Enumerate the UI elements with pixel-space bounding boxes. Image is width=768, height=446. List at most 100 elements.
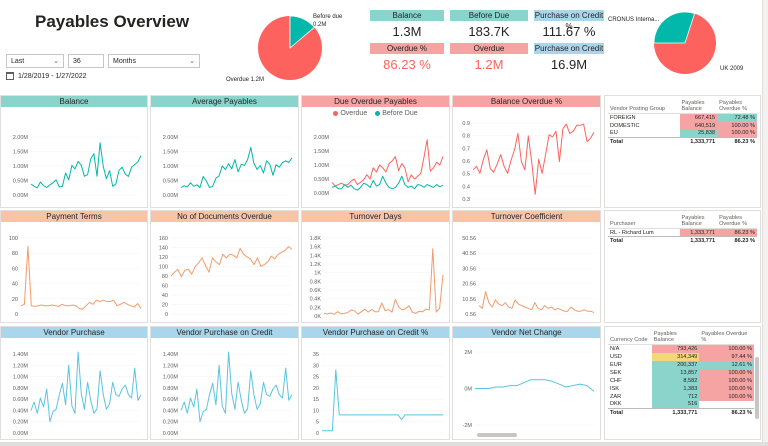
table-row[interactable]: USD 314,349 97.44 % [608, 352, 754, 361]
y-tick-label: 50.56 [462, 236, 476, 242]
legend-overdue-label: Overdue [340, 110, 368, 117]
series-line[interactable] [323, 248, 444, 315]
y-tick-label: 0 [316, 431, 319, 437]
y-tick-label: 0.00M [13, 193, 29, 199]
y-tick-label: 1.50M [314, 149, 330, 155]
pie-before-due-name: Before due [313, 14, 343, 20]
balance-cell: 1,333,771 [679, 228, 718, 237]
series-line[interactable] [170, 246, 293, 278]
column-header[interactable]: Purchaser [608, 214, 680, 229]
total-balance: 1,333,771 [679, 137, 718, 146]
series-line[interactable] [180, 146, 293, 188]
kpi-overdue-pct[interactable]: Overdue % 86.23 % [370, 43, 444, 76]
column-header[interactable]: Vendor Posting Group [608, 99, 680, 114]
chart-vendor-net-change[interactable]: Vendor Net Change 2M 0M -2M [452, 326, 601, 440]
legend-dot-icon [333, 110, 339, 116]
column-header[interactable]: Payables Overdue % [717, 214, 757, 229]
column-header[interactable]: Payables Balance [679, 99, 718, 114]
country-pie-chart[interactable] [654, 12, 716, 74]
pie-slice-cronus[interactable] [654, 12, 696, 44]
table-row[interactable]: SEK 13,857 100.00 % [608, 368, 754, 377]
y-tick-label: 0.50M [163, 179, 179, 185]
kpi-purchase-credit-value: 16.9M [550, 57, 588, 72]
period-type-value: Last [11, 57, 25, 65]
y-tick-label: 1.50M [163, 150, 179, 156]
y-tick-label: 1.6K [310, 245, 322, 251]
kpi-balance[interactable]: Balance 1.3M [370, 10, 444, 43]
kpi-before-due[interactable]: Before Due 183.7K [450, 10, 528, 43]
chart-payment-terms[interactable]: Payment Terms 100 80 60 40 20 0 [0, 210, 148, 323]
series-line[interactable] [472, 123, 595, 195]
chart-vendor-purchase[interactable]: Vendor Purchase 1.40M 1.20M 1.00M 0.80M 0.60… [0, 326, 148, 440]
y-tick-label: 0.40M [13, 408, 29, 414]
table-posting-group[interactable]: Vendor Posting Group Payables Balance Pa… [604, 95, 761, 208]
series-line[interactable] [322, 369, 443, 432]
row-label: CHF [610, 377, 622, 384]
table-row[interactable]: N/A 793,426 100.00 % [608, 344, 754, 353]
table-row[interactable]: EU 25,838 100.00 % [608, 129, 757, 138]
balance-cell: 516 [651, 400, 700, 409]
y-tick-label: 30 [313, 363, 319, 369]
column-header[interactable]: Currency Code [608, 330, 652, 345]
pie-slice-before-due[interactable] [289, 16, 315, 49]
chart-title: Balance [1, 96, 147, 107]
chart-title: No of Documents Overdue [151, 211, 298, 222]
chart-legend: Overdue Before Due [302, 110, 449, 117]
y-tick-label: 0.40M [163, 408, 179, 414]
table-row[interactable]: ISK 1,383 100.00 % [608, 384, 754, 393]
horizontal-scrollbar[interactable] [477, 433, 517, 437]
series-line[interactable] [475, 379, 595, 392]
series-line[interactable] [180, 351, 293, 423]
table-row[interactable]: EUR 200,337 12.61 % [608, 360, 754, 369]
date-range[interactable]: 1/28/2019 - 1/27/2022 [6, 72, 87, 80]
legend-before-due[interactable]: Before Due [375, 110, 418, 117]
table-currency[interactable]: Currency Code Payables Balance Payables … [604, 326, 761, 440]
overdue-cell: 100.00 % [699, 368, 754, 377]
column-header[interactable]: Payables Overdue % [699, 330, 754, 345]
chart-vendor-purchase-credit-pct[interactable]: Vendor Purchase on Credit % 35 30 25 20 15 10… [301, 326, 450, 440]
pie-label-overdue: Overdue 1.2M [226, 77, 265, 83]
pie-label-cronus: CRONUS Interna... [608, 17, 660, 23]
kpi-purchase-credit[interactable]: Purchase on Credit 16.9M [534, 43, 604, 76]
vendor-purchase-credit-pct-line-chart: 35 30 25 20 15 10 5 0 [313, 352, 443, 437]
kpi-purchase-credit-pct[interactable]: Purchase on Credit % 111.67 % [534, 10, 604, 43]
series-line[interactable] [331, 139, 444, 187]
chart-turnover-coefficient[interactable]: Turnover Coefficient 50.56 40.56 30.56 20.5… [452, 210, 601, 323]
chart-docs-overdue[interactable]: No of Documents Overdue 160 140 120 100 80 60… [150, 210, 299, 323]
chart-balance-overdue-pct[interactable]: Balance Overdue % 0.9 0.8 0.7 0.6 0.5 0.4 0.3 [452, 95, 601, 208]
y-tick-label: 20.56 [462, 282, 476, 288]
series-line[interactable] [331, 175, 444, 191]
series-line[interactable] [20, 245, 142, 310]
chart-vendor-purchase-credit[interactable]: Vendor Purchase on Credit 1.40M 1.20M 1.00… [150, 326, 299, 440]
table-row[interactable]: CHF 8,582 100.00 % [608, 376, 754, 385]
y-tick-label: 0.6 [462, 159, 470, 165]
chart-turnover-days[interactable]: Turnover Days 1.8K 1.6K 1.4K 1.2K 1K 0.8K 0.6K… [301, 210, 450, 323]
column-header[interactable]: Payables Balance [651, 330, 700, 345]
period-type-dropdown[interactable]: Last ⌄ [6, 54, 64, 68]
table-row[interactable]: FOREIGN 667,415 72.48 % [608, 113, 757, 122]
chart-due-overdue[interactable]: Due Overdue Payables Overdue Before Due … [301, 95, 450, 208]
table-row[interactable]: DKK 516 [608, 400, 754, 409]
period-unit-dropdown[interactable]: Months ⌄ [108, 54, 200, 68]
kpi-overdue[interactable]: Overdue 1.2M [450, 43, 528, 76]
overdue-cell [699, 401, 754, 409]
chart-average-payables[interactable]: Average Payables 2.00M 1.50M 1.00M 0.50M 0.0… [150, 95, 299, 208]
legend-overdue[interactable]: Overdue [333, 110, 367, 117]
column-header[interactable]: Payables Overdue % [717, 99, 757, 114]
chart-balance[interactable]: Balance 2.00M 1.50M 1.00M 0.50M 0.00M [0, 95, 148, 208]
table-row[interactable]: RL - Richard Lum 1,333,771 86.23 % [608, 228, 757, 237]
y-tick-label: 1.20M [13, 363, 29, 369]
overdue-pie-chart[interactable] [258, 16, 322, 80]
table-purchaser[interactable]: Purchaser Payables Balance Payables Over… [604, 210, 761, 323]
column-header[interactable]: Payables Balance [679, 214, 718, 229]
vertical-scrollbar[interactable] [755, 357, 759, 419]
series-line[interactable] [30, 351, 142, 423]
period-count-input[interactable]: 36 [68, 54, 104, 68]
balance-overdue-pct-line-chart: 0.9 0.8 0.7 0.6 0.5 0.4 0.3 [462, 121, 595, 203]
table-row[interactable]: DOMESTIC 640,519 100.00 % [608, 121, 757, 130]
series-line[interactable] [478, 291, 595, 314]
series-line[interactable] [30, 142, 142, 189]
chart-title: Vendor Purchase on Credit % [302, 327, 449, 338]
table-row[interactable]: ZAR 712 100.00 % [608, 392, 754, 401]
page-scrollbar[interactable] [762, 0, 768, 446]
